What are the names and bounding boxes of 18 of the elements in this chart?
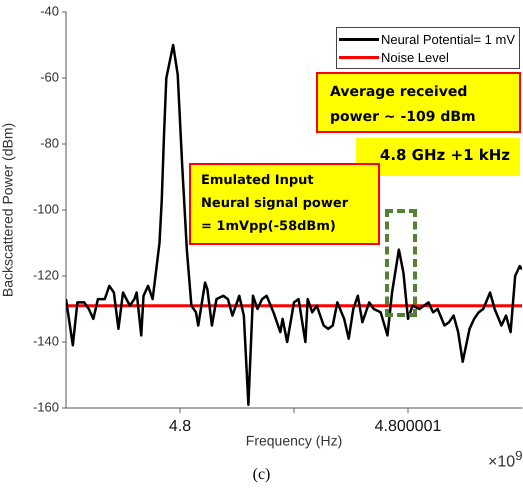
y-tick-label: -140 bbox=[32, 334, 59, 349]
legend-label: Noise Level bbox=[380, 50, 449, 64]
x-axis-title: Frequency (Hz) bbox=[246, 432, 342, 448]
y-tick-label: -80 bbox=[40, 136, 59, 151]
y-tick-label: -120 bbox=[32, 268, 59, 283]
y-tick-label: -60 bbox=[40, 70, 59, 85]
x-tick-label: 4.8 bbox=[168, 418, 192, 436]
text: (c) bbox=[252, 466, 270, 483]
y-tick-label: -40 bbox=[40, 4, 59, 19]
y-tick-label: -100 bbox=[32, 202, 59, 217]
annotation: Average received power ~ -109 dBm bbox=[329, 83, 477, 127]
text: ×10$^{9}$ bbox=[488, 448, 523, 472]
y-tick-label: -160 bbox=[32, 400, 59, 415]
legend-label: Neural Potential= 1 mV bbox=[380, 32, 515, 46]
annotation: 4.8 GHz +1 kHz bbox=[378, 146, 511, 164]
x-tick-label: 4.800001 bbox=[374, 418, 442, 436]
annotation: Emulated Input Neural signal power = 1mVpp(-58dBm) bbox=[200, 172, 350, 236]
y-axis-title: Backscattered Power (dBm) bbox=[0, 122, 16, 298]
